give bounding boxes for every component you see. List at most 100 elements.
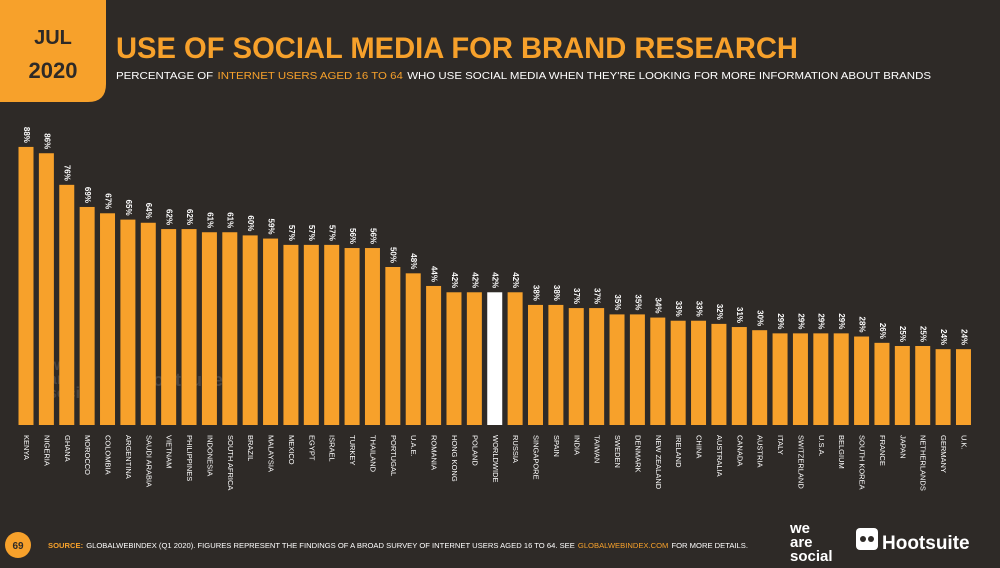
x-tick-label: COLOMBIA [104,435,113,475]
bar [283,244,299,425]
bar [833,333,849,425]
bar [528,304,543,425]
bar [79,206,95,425]
value-label: 76% [63,165,72,181]
x-tick-label: SINGAPORE [532,435,541,480]
x-tick-label: NIGERIA [42,435,51,466]
bar [915,346,931,425]
value-label: 62% [165,209,174,225]
value-label: 28% [857,317,866,333]
bar [38,153,54,426]
bar [222,232,238,425]
bar [18,146,34,426]
x-tick-label: SWEDEN [613,435,622,468]
bar [813,333,829,425]
value-label: 42% [450,272,459,288]
source-text: GLOBALWEBINDEX (Q1 2020). FIGURES REPRES… [86,541,575,550]
value-label: 42% [470,272,479,288]
x-tick-label: FRANCE [878,435,887,466]
subtitle-part: WHO USE SOCIAL MEDIA WHEN THEY'RE LOOKIN… [407,70,931,82]
value-label: 60% [246,215,255,231]
bar [59,184,75,425]
value-label: 57% [328,225,337,241]
value-label: 38% [531,285,540,301]
x-tick-label: AUSTRIA [756,435,765,468]
bar [792,333,808,425]
bar [894,346,910,425]
value-label: 42% [511,272,520,288]
value-label: 37% [593,288,602,304]
value-label: 29% [837,313,846,329]
value-label: 24% [939,329,948,345]
x-tick-label: SPAIN [552,435,561,457]
x-tick-label: KENYA [22,435,31,460]
bar [955,349,971,425]
x-tick-label: ISRAEL [328,435,337,462]
bar [385,267,401,425]
x-tick-label: TAIWAN [593,435,602,463]
x-tick-label: ROMANIA [430,435,439,470]
x-tick-label: GHANA [63,435,72,462]
x-tick-label: CHINA [695,435,704,458]
subtitle-highlight: INTERNET USERS AGED 16 TO 64 [218,70,403,82]
x-tick-label: INDIA [572,435,581,455]
hootsuite-icon-eye [868,536,874,542]
x-tick-label: GERMANY [939,435,948,473]
value-label: 86% [42,133,51,149]
x-tick-label: IRELAND [674,435,683,468]
value-label: 32% [715,304,724,320]
bar [263,238,279,425]
value-label: 37% [572,288,581,304]
bar [405,273,421,425]
bar [731,327,747,425]
subtitle-part: PERCENTAGE OF [116,70,213,82]
bar [426,285,442,425]
value-label: 44% [429,266,438,282]
value-label: 42% [491,272,500,288]
value-label: 24% [959,329,968,345]
x-tick-label: AUSTRALIA [715,435,724,477]
value-label: 88% [22,127,31,143]
bar [772,333,788,425]
bar [364,248,380,425]
bar [609,314,625,425]
badge-month: JUL [34,27,72,49]
chart-title: USE OF SOCIAL MEDIA FOR BRAND RESEARCH [116,32,798,65]
source: SOURCE: GLOBALWEBINDEX (Q1 2020). FIGURES… [48,541,748,550]
source-link: GLOBALWEBINDEX.COM [578,541,669,550]
hootsuite-icon [856,528,878,550]
x-tick-label: DENMARK [633,435,642,473]
logo-we-are-social: social [790,548,833,565]
x-tick-label: ITALY [776,435,785,455]
bar [466,292,482,425]
value-label: 38% [552,285,561,301]
x-tick-label: SOUTH AFRICA [226,435,235,490]
logo-hootsuite: Hootsuite [882,533,970,554]
value-label: 26% [878,323,887,339]
bar [303,244,319,425]
bar [487,292,503,425]
x-tick-label: BELGIUM [837,435,846,469]
bar [568,308,584,425]
x-tick-label: RUSSIA [511,435,520,463]
page-number: 69 [12,541,24,552]
value-label: 57% [307,225,316,241]
x-tick-label: U.S.A. [817,435,826,457]
bar [324,244,340,425]
page-number-badge [5,532,31,558]
bar [507,292,523,425]
x-tick-label: EGYPT [307,435,316,461]
bar [344,248,360,425]
value-label: 62% [185,209,194,225]
bar [711,323,727,425]
value-label: 59% [266,219,275,235]
x-tick-label: WORLDWIDE [491,435,500,483]
x-tick-label: VIETNAM [165,435,174,468]
x-tick-label: MEXICO [287,435,296,465]
x-tick-label: NEW ZEALAND [654,435,663,490]
value-label: 57% [287,225,296,241]
x-tick-label: POLAND [470,435,479,466]
value-label: 61% [205,212,214,228]
bar [201,232,217,425]
